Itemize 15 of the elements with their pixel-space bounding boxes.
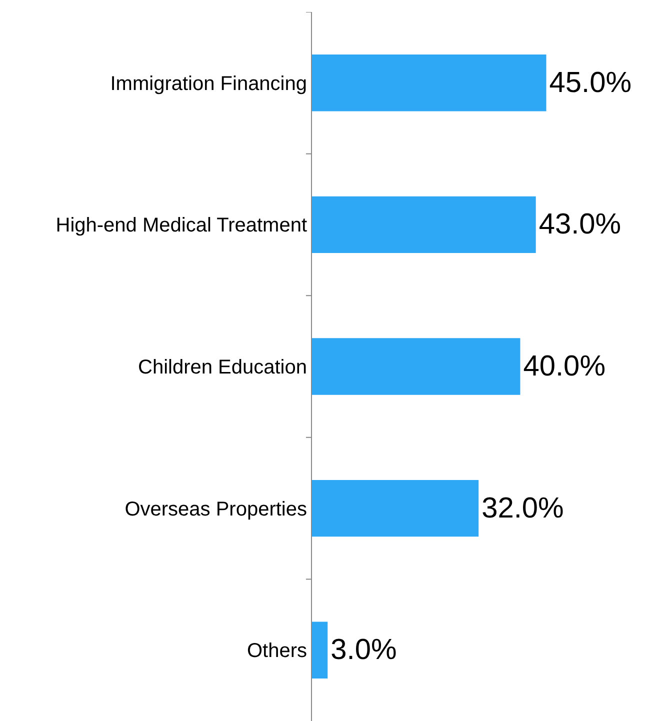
y-tick-label: Children Education bbox=[138, 356, 307, 378]
bar bbox=[312, 196, 536, 254]
data-label: 45.0% bbox=[549, 66, 632, 99]
y-tick-label: High-end Medical Treatment bbox=[56, 214, 308, 237]
data-label: 32.0% bbox=[482, 492, 564, 524]
y-tick-label: Overseas Properties bbox=[124, 498, 307, 520]
data-label: 43.0% bbox=[538, 208, 622, 241]
bar bbox=[312, 622, 328, 678]
bar bbox=[312, 338, 520, 395]
bar bbox=[312, 54, 546, 112]
y-tick-label: Immigration Financing bbox=[110, 72, 307, 95]
data-label: 3.0% bbox=[330, 634, 397, 666]
y-tick-label: Others bbox=[246, 640, 307, 662]
data-label: 40.0% bbox=[523, 350, 606, 382]
bar bbox=[312, 480, 479, 537]
